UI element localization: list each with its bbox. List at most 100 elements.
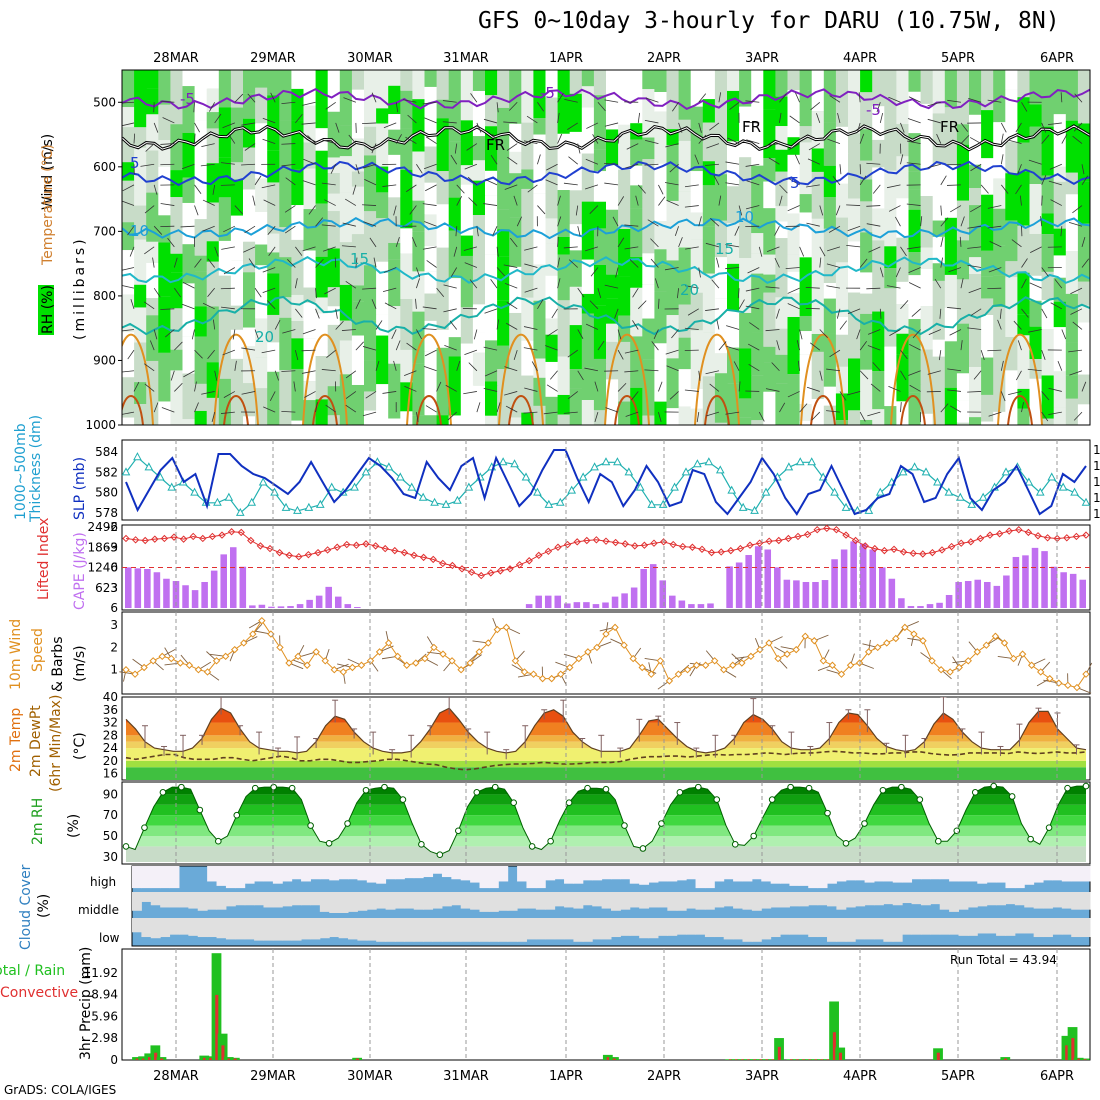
- wind-barb: [537, 154, 541, 165]
- wind-barb: [220, 287, 235, 290]
- cape-bar: [630, 587, 638, 608]
- rh-cell: [1053, 70, 1067, 115]
- wind-barb: [758, 246, 763, 257]
- wind-barb: [716, 319, 720, 330]
- cloud-middle-clear: [676, 892, 687, 911]
- thickness-marker: [590, 462, 599, 471]
- cloud-low-clear: [160, 918, 171, 938]
- rh-cell: [630, 70, 643, 124]
- rh-cell: [787, 293, 801, 317]
- wind-barb: [201, 143, 215, 148]
- cloud-high-clear: [798, 866, 809, 886]
- date-axis-bottom: 28MAR 29MAR 30MAR 31MAR 1APR 2APR 3APR 4APR 5APR…: [153, 1069, 1074, 1084]
- wind-barb: [315, 402, 318, 413]
- rh-cell: [775, 354, 789, 384]
- wind-barb: [940, 175, 947, 186]
- rh-cell: [291, 321, 305, 339]
- wind-barb: [423, 163, 437, 170]
- wind-barb: [698, 267, 701, 278]
- rh-cell: [182, 419, 196, 425]
- wind-barb: [345, 280, 357, 289]
- rh-cell: [956, 373, 970, 401]
- cloud-middle-clear: [780, 892, 790, 908]
- wind-barb: [122, 411, 135, 415]
- wind-barb: [468, 362, 478, 372]
- rh-cell: [690, 129, 704, 172]
- rh-cell: [1041, 70, 1055, 127]
- cloud-high-clear: [920, 866, 931, 880]
- rh-cell: [799, 331, 813, 355]
- rh-cell: [1005, 370, 1018, 425]
- cloud-low-clear: [855, 918, 866, 940]
- li-marker: [1063, 534, 1071, 542]
- rh-cell: [448, 141, 462, 198]
- rh-cell: [848, 323, 861, 359]
- wind-barb: [221, 306, 235, 310]
- isotherm-25-lobe: [302, 333, 348, 425]
- cloud-middle-clear: [742, 892, 753, 910]
- cloud-low-clear: [695, 918, 706, 935]
- wind-barb: [449, 320, 458, 330]
- temp-label-b: 2m DewPt: [28, 705, 44, 777]
- wind-barb: [335, 122, 340, 133]
- cloud-middle-clear: [441, 892, 452, 907]
- rh-cell: [908, 209, 922, 253]
- rh-cell: [1005, 337, 1018, 371]
- rh-cell: [727, 186, 740, 223]
- wind-barb: [794, 154, 800, 165]
- wind-barb: [464, 163, 478, 170]
- li-marker: [199, 534, 207, 543]
- wind-barb: [788, 178, 800, 186]
- rh-cell: [424, 86, 438, 147]
- rh-cell: [569, 224, 583, 251]
- axis-tick-label: 20: [103, 754, 118, 768]
- wind10m-marker: [240, 639, 248, 647]
- wind-barb: [153, 402, 159, 413]
- wind10m-marker: [466, 659, 474, 667]
- isotherm-25-lobe: [800, 333, 846, 425]
- wind-barb: [160, 100, 175, 103]
- rh-cell: [194, 271, 208, 307]
- rh2m-label: 2m RH: [30, 798, 46, 845]
- rh-cell: [835, 262, 849, 317]
- li-marker: [986, 531, 994, 539]
- wind-barb: [836, 308, 841, 319]
- wind10m-marker: [602, 630, 610, 638]
- rh-cell: [884, 111, 897, 133]
- wind-barb: [927, 101, 941, 107]
- thickness-marker: [121, 467, 131, 476]
- cape-bar: [649, 564, 657, 608]
- cloud-middle-clear: [338, 892, 349, 913]
- cloud-middle-clear: [911, 892, 922, 905]
- wind-label-a: 10m Wind: [8, 619, 24, 690]
- rh-cell: [315, 256, 329, 298]
- rh-cell: [714, 422, 728, 425]
- wind-barb: [725, 267, 740, 270]
- date-label-top: 31MAR: [443, 51, 489, 66]
- slp-label: SLP (mb): [72, 457, 88, 520]
- wind-barb: [900, 370, 907, 381]
- cloud-high-clear: [451, 866, 462, 880]
- rh-cell: [182, 225, 196, 245]
- rh-cell: [521, 340, 534, 376]
- wind10m-marker: [221, 652, 230, 661]
- li-marker: [583, 536, 591, 545]
- wind-barb: [960, 135, 970, 144]
- wind-barb: [405, 136, 417, 144]
- precip-convective-bar: [1083, 1059, 1087, 1060]
- wind-barb: [698, 370, 701, 381]
- thickness-marker: [635, 482, 645, 491]
- rh-cell: [521, 297, 534, 341]
- wind-barb: [149, 340, 155, 351]
- cloud-low-clear: [235, 918, 246, 940]
- wind10m-marker: [249, 630, 257, 638]
- cloud-high-clear: [329, 866, 340, 881]
- rh-cell: [799, 257, 813, 316]
- wind-barb: [450, 267, 458, 277]
- axis-tick-label: 584: [95, 445, 118, 459]
- rh-cell: [678, 369, 692, 407]
- cloud-high-clear: [582, 866, 593, 881]
- wind-barb: [597, 288, 602, 299]
- cloud-middle-clear: [611, 892, 621, 911]
- rh-cell: [1017, 171, 1031, 226]
